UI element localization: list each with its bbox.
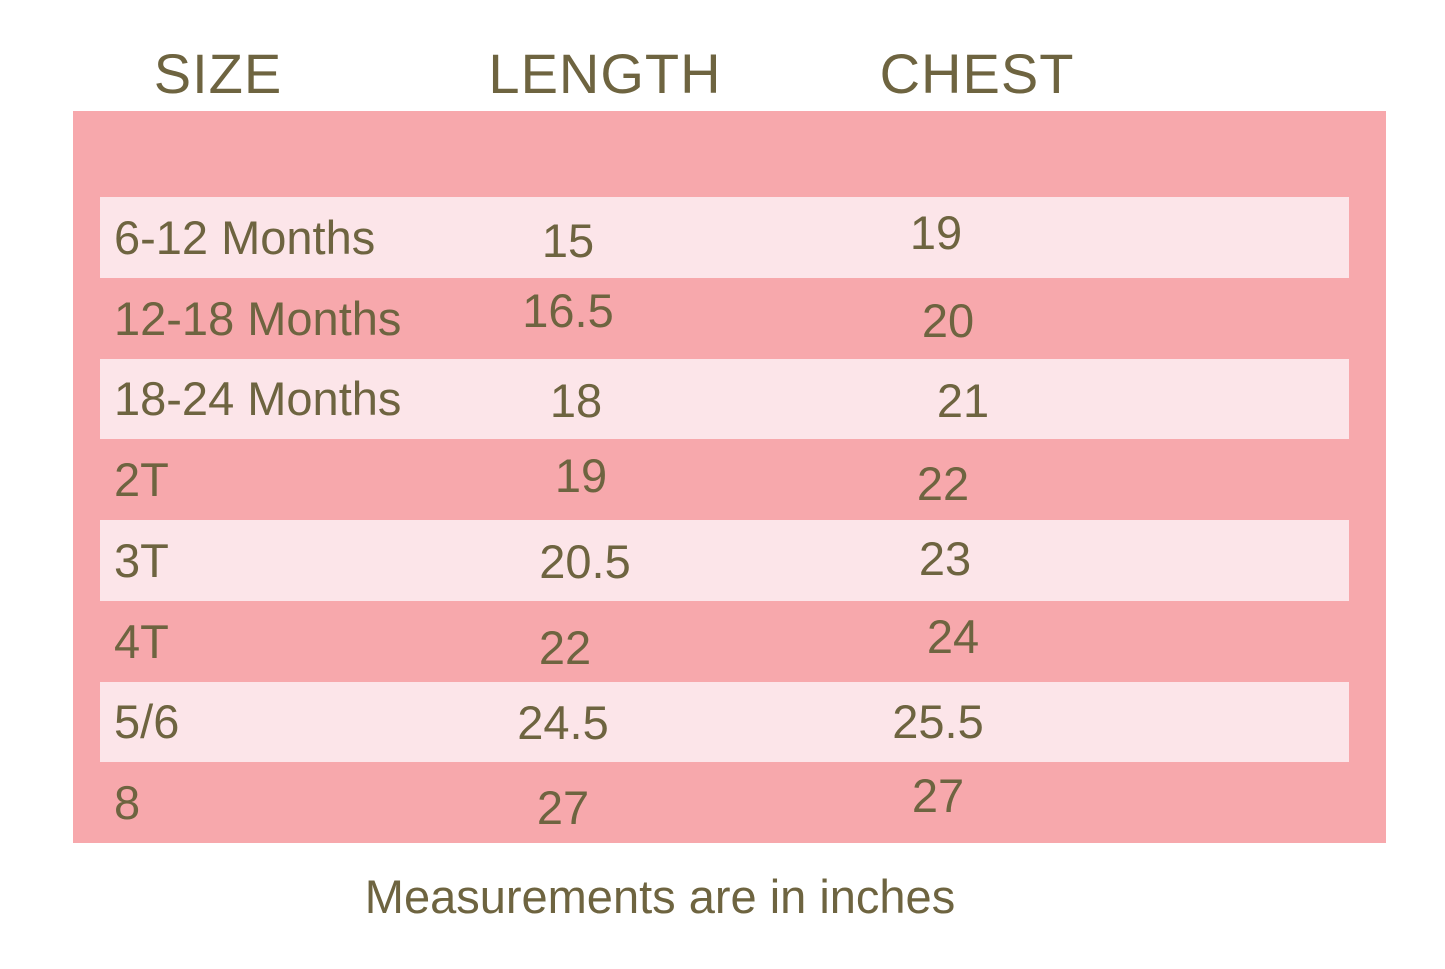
- chest-cell: 20: [921, 293, 975, 347]
- length-cell: 18: [549, 374, 603, 428]
- table-row: 18-24 Months 18 21: [100, 358, 1349, 440]
- column-header-size: SIZE: [153, 42, 283, 105]
- column-header-length: LENGTH: [488, 42, 722, 105]
- chest-cell: 24: [926, 609, 980, 663]
- table-row: 6-12 Months 15 19: [100, 197, 1349, 278]
- measurement-note: Measurements are in inches: [364, 870, 956, 923]
- length-cell: 15: [541, 213, 595, 267]
- length-cell: 22: [538, 620, 592, 674]
- chest-cell: 27: [911, 769, 965, 823]
- column-header-chest: CHEST: [879, 42, 1075, 105]
- size-chart-panel: 6-12 Months 15 19 12-18 Months 16.5 20 1…: [73, 111, 1386, 843]
- chest-cell: 21: [936, 374, 990, 428]
- table-row: 2T 19 22: [100, 439, 1349, 520]
- length-cell: 16.5: [522, 283, 614, 337]
- size-cell: 5/6: [114, 695, 180, 749]
- chest-cell: 23: [918, 531, 972, 585]
- table-row: 4T 22 24: [100, 601, 1349, 682]
- table-row: 5/6 24.5 25.5: [100, 681, 1349, 763]
- chest-cell: 19: [909, 205, 963, 259]
- table-row: 12-18 Months 16.5 20: [100, 278, 1349, 359]
- size-cell: 8: [114, 776, 141, 830]
- size-cell: 4T: [114, 614, 169, 668]
- table-row: 8 27 27: [100, 762, 1349, 843]
- length-cell: 24.5: [517, 696, 609, 750]
- length-cell: 19: [554, 449, 608, 503]
- size-chart-rows: 6-12 Months 15 19 12-18 Months 16.5 20 1…: [100, 197, 1349, 843]
- chest-cell: 25.5: [892, 695, 984, 749]
- chest-cell: 22: [916, 457, 970, 511]
- length-cell: 20.5: [539, 534, 631, 588]
- size-cell: 12-18 Months: [114, 291, 402, 345]
- length-cell: 27: [536, 781, 590, 835]
- table-row: 3T 20.5 23: [100, 520, 1349, 601]
- size-cell: 6-12 Months: [114, 210, 376, 264]
- size-cell: 3T: [114, 533, 169, 587]
- size-cell: 18-24 Months: [114, 372, 402, 426]
- size-cell: 2T: [114, 453, 169, 507]
